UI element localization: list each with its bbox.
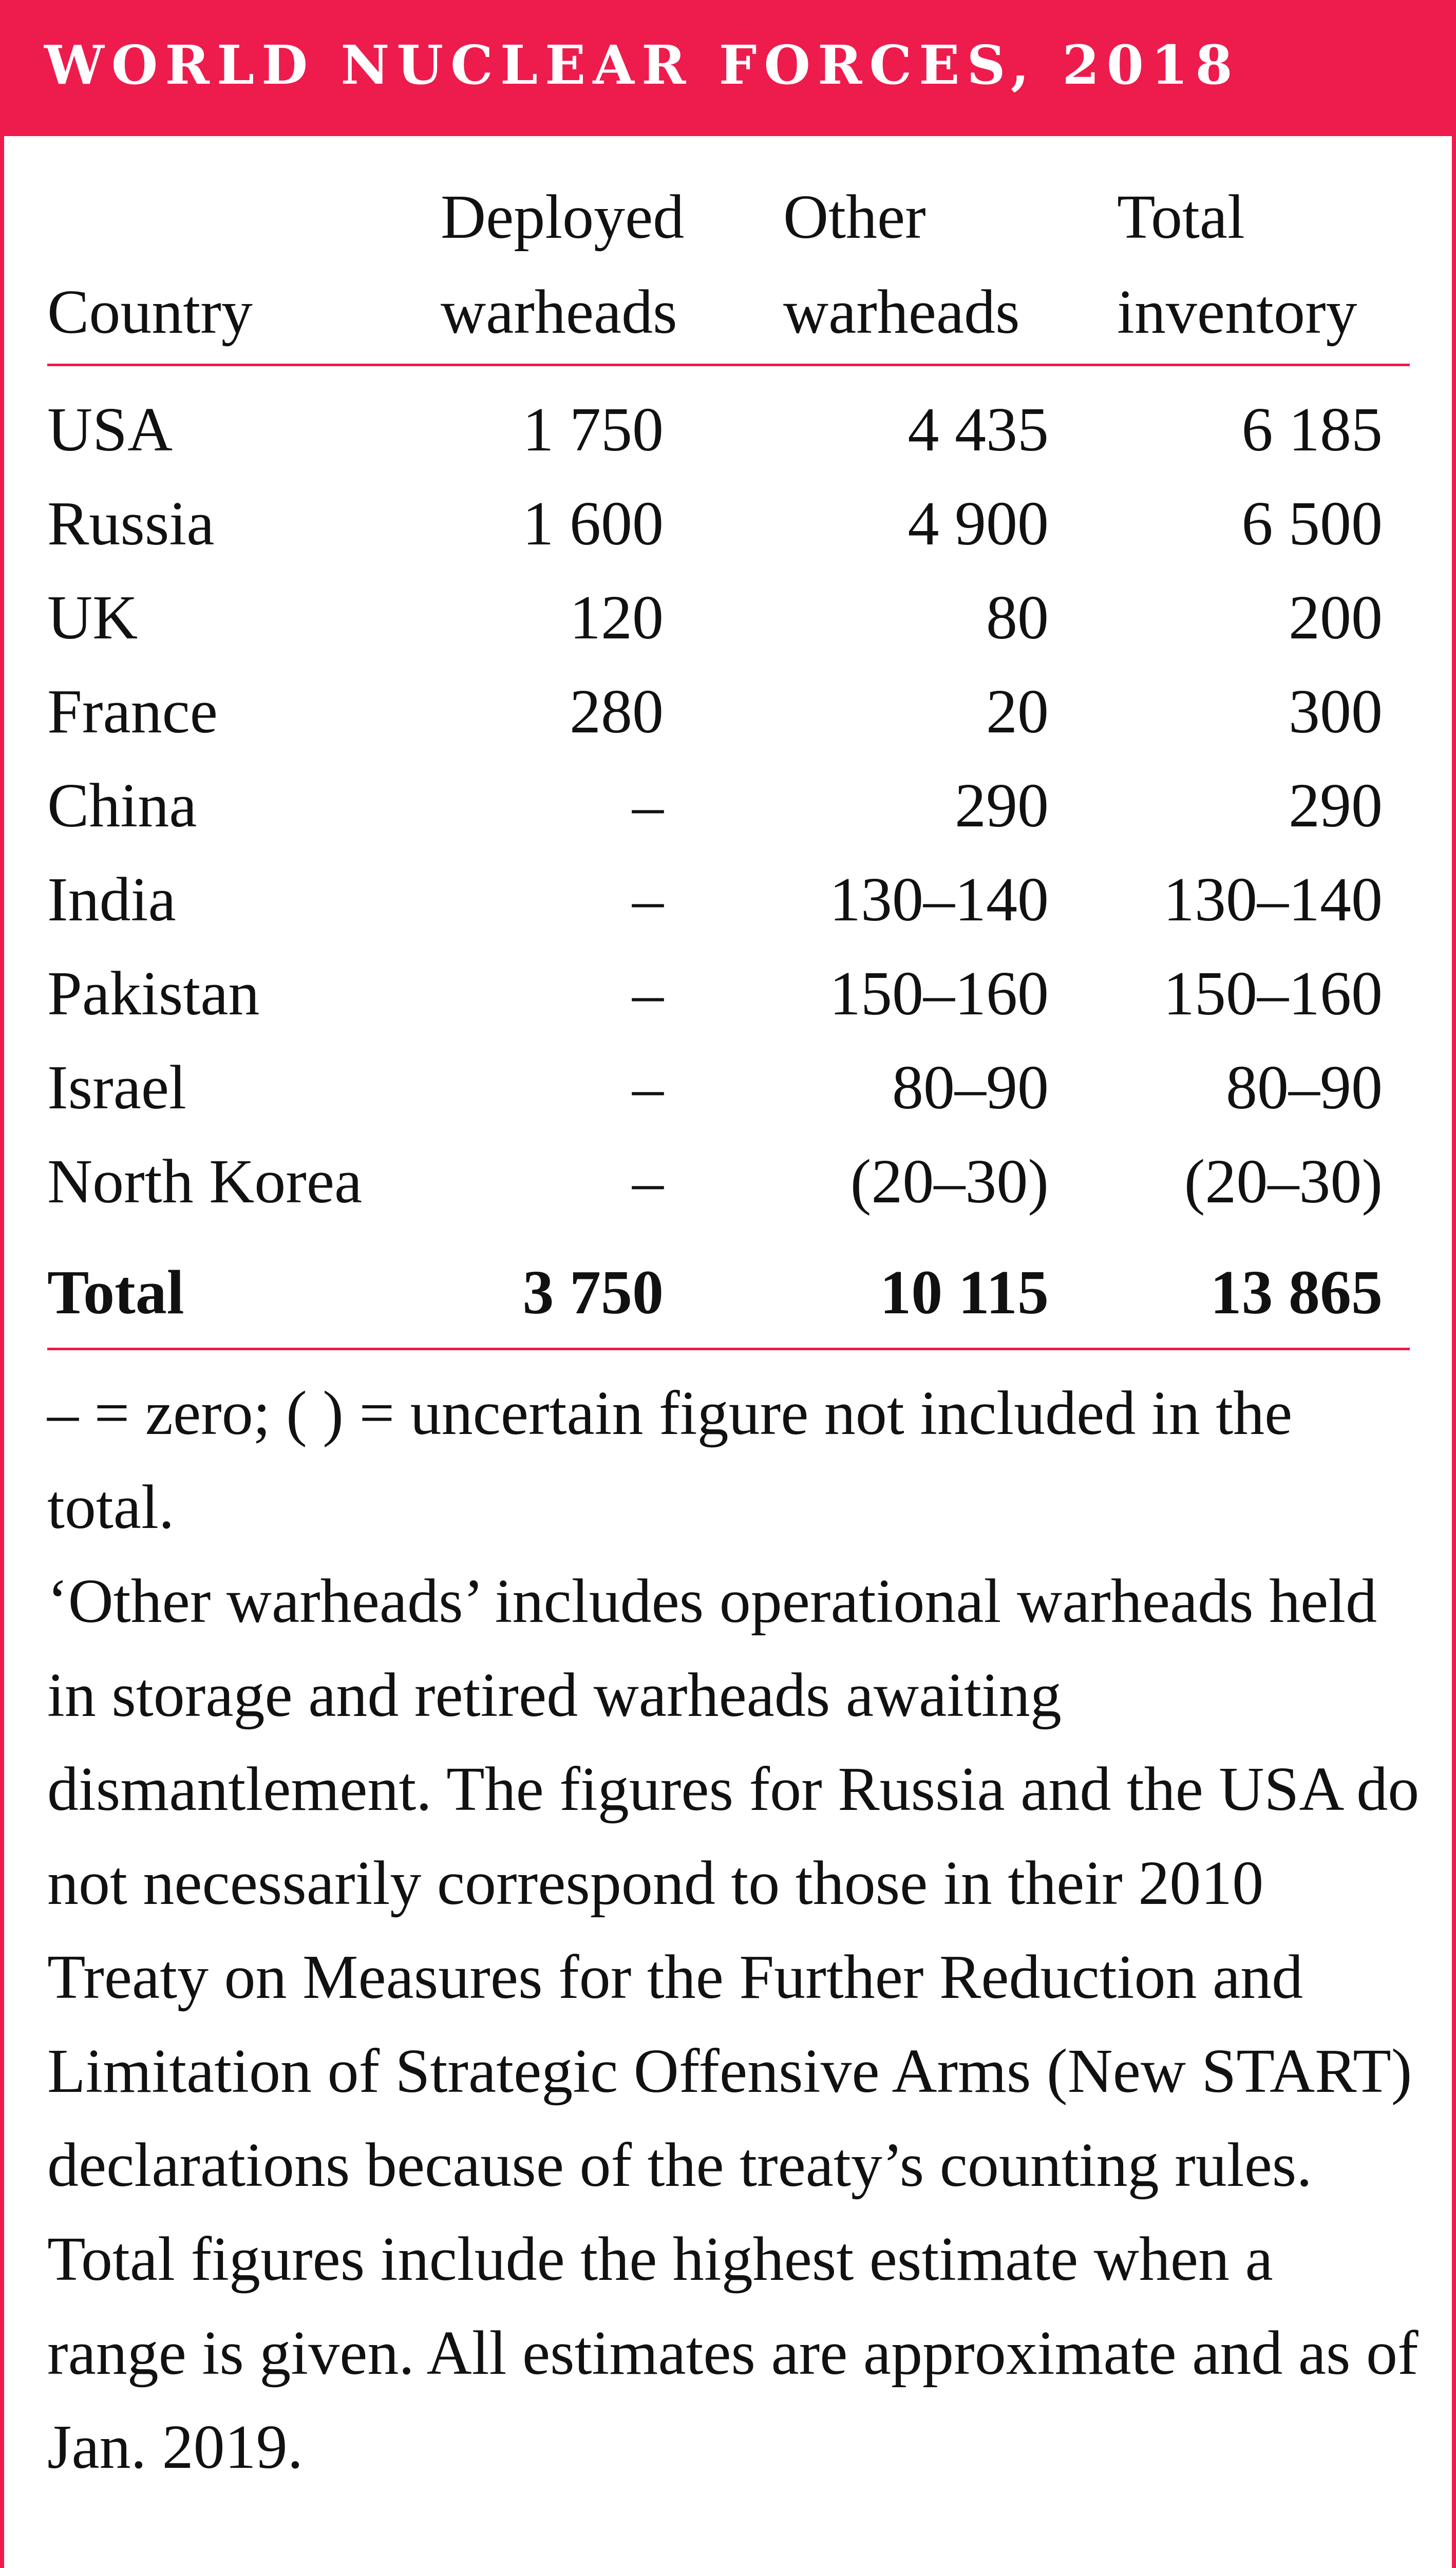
deployed-cell: – (632, 771, 664, 840)
other-cell: 20 (986, 677, 1049, 746)
total-cell: 200 (1289, 583, 1383, 652)
total-cell: 80–90 (1226, 1053, 1383, 1122)
table-notes: – = zero; ( ) = uncertain figure not inc… (47, 1366, 1424, 2494)
country-cell: North Korea (47, 1147, 363, 1216)
total-other: 10 115 (880, 1258, 1049, 1327)
total-cell: 6 185 (1241, 395, 1383, 464)
other-cell: 150–160 (829, 959, 1049, 1028)
other-cell: 4 435 (907, 395, 1049, 464)
other-cell: 80–90 (892, 1053, 1049, 1122)
country-cell: India (47, 865, 176, 934)
header-deployed-warheads: Deployed warheads (441, 182, 685, 347)
footer-rule (47, 1348, 1410, 1350)
total-row: Total 3 750 10 115 13 865 (0, 1245, 1456, 1339)
table-row: Russia 1 600 4 900 6 500 (0, 477, 1456, 571)
deployed-cell: 1 750 (522, 395, 664, 464)
deployed-cell: – (632, 1147, 664, 1216)
total-cell: 6 500 (1241, 489, 1383, 558)
table-row: North Korea – (20–30) (20–30) (0, 1135, 1456, 1229)
deployed-cell: 280 (570, 677, 664, 746)
header-total-inventory: Total inventory (1117, 182, 1357, 347)
total-cell: 290 (1289, 771, 1383, 840)
table-row: China – 290 290 (0, 759, 1456, 853)
table-row: Israel – 80–90 80–90 (0, 1041, 1456, 1135)
header-country: Country (47, 277, 253, 347)
total-cell: 300 (1289, 677, 1383, 746)
country-cell: Russia (47, 489, 215, 558)
table-title: WORLD NUCLEAR FORCES, 2018 (44, 33, 1240, 97)
table-row: USA 1 750 4 435 6 185 (0, 383, 1456, 477)
total-inventory: 13 865 (1210, 1258, 1383, 1327)
other-cell: 4 900 (907, 489, 1049, 558)
table-row: France 280 20 300 (0, 665, 1456, 759)
table-row: UK 120 80 200 (0, 571, 1456, 665)
table-header: Country Deployed warheads Other warheads… (0, 169, 1456, 360)
country-cell: USA (47, 395, 173, 464)
other-cell: 290 (955, 771, 1049, 840)
deployed-cell: – (632, 1053, 664, 1122)
table-row: India – 130–140 130–140 (0, 853, 1456, 947)
other-cell: 80 (986, 583, 1049, 652)
total-label: Total (47, 1258, 184, 1327)
country-cell: Pakistan (47, 959, 260, 1028)
country-cell: France (47, 677, 218, 746)
header-rule (47, 364, 1410, 366)
title-banner: WORLD NUCLEAR FORCES, 2018 (0, 0, 1456, 136)
deployed-cell: – (632, 959, 664, 1028)
country-cell: UK (47, 583, 138, 652)
other-cell: (20–30) (850, 1147, 1049, 1216)
deployed-cell: – (632, 865, 664, 934)
notes-legend: – = zero; ( ) = uncertain figure not inc… (47, 1379, 1293, 1542)
country-cell: Israel (47, 1053, 186, 1122)
total-cell: 150–160 (1163, 959, 1383, 1028)
table-row: Pakistan – 150–160 150–160 (0, 947, 1456, 1041)
country-cell: China (47, 771, 197, 840)
total-deployed: 3 750 (522, 1258, 664, 1327)
notes-body: ‘Other warheads’ includes operational wa… (47, 1566, 1420, 2482)
total-cell: (20–30) (1184, 1147, 1383, 1216)
header-other-warheads: Other warheads (783, 182, 1020, 347)
deployed-cell: 120 (570, 583, 664, 652)
other-cell: 130–140 (829, 865, 1049, 934)
deployed-cell: 1 600 (522, 489, 664, 558)
total-cell: 130–140 (1163, 865, 1383, 934)
